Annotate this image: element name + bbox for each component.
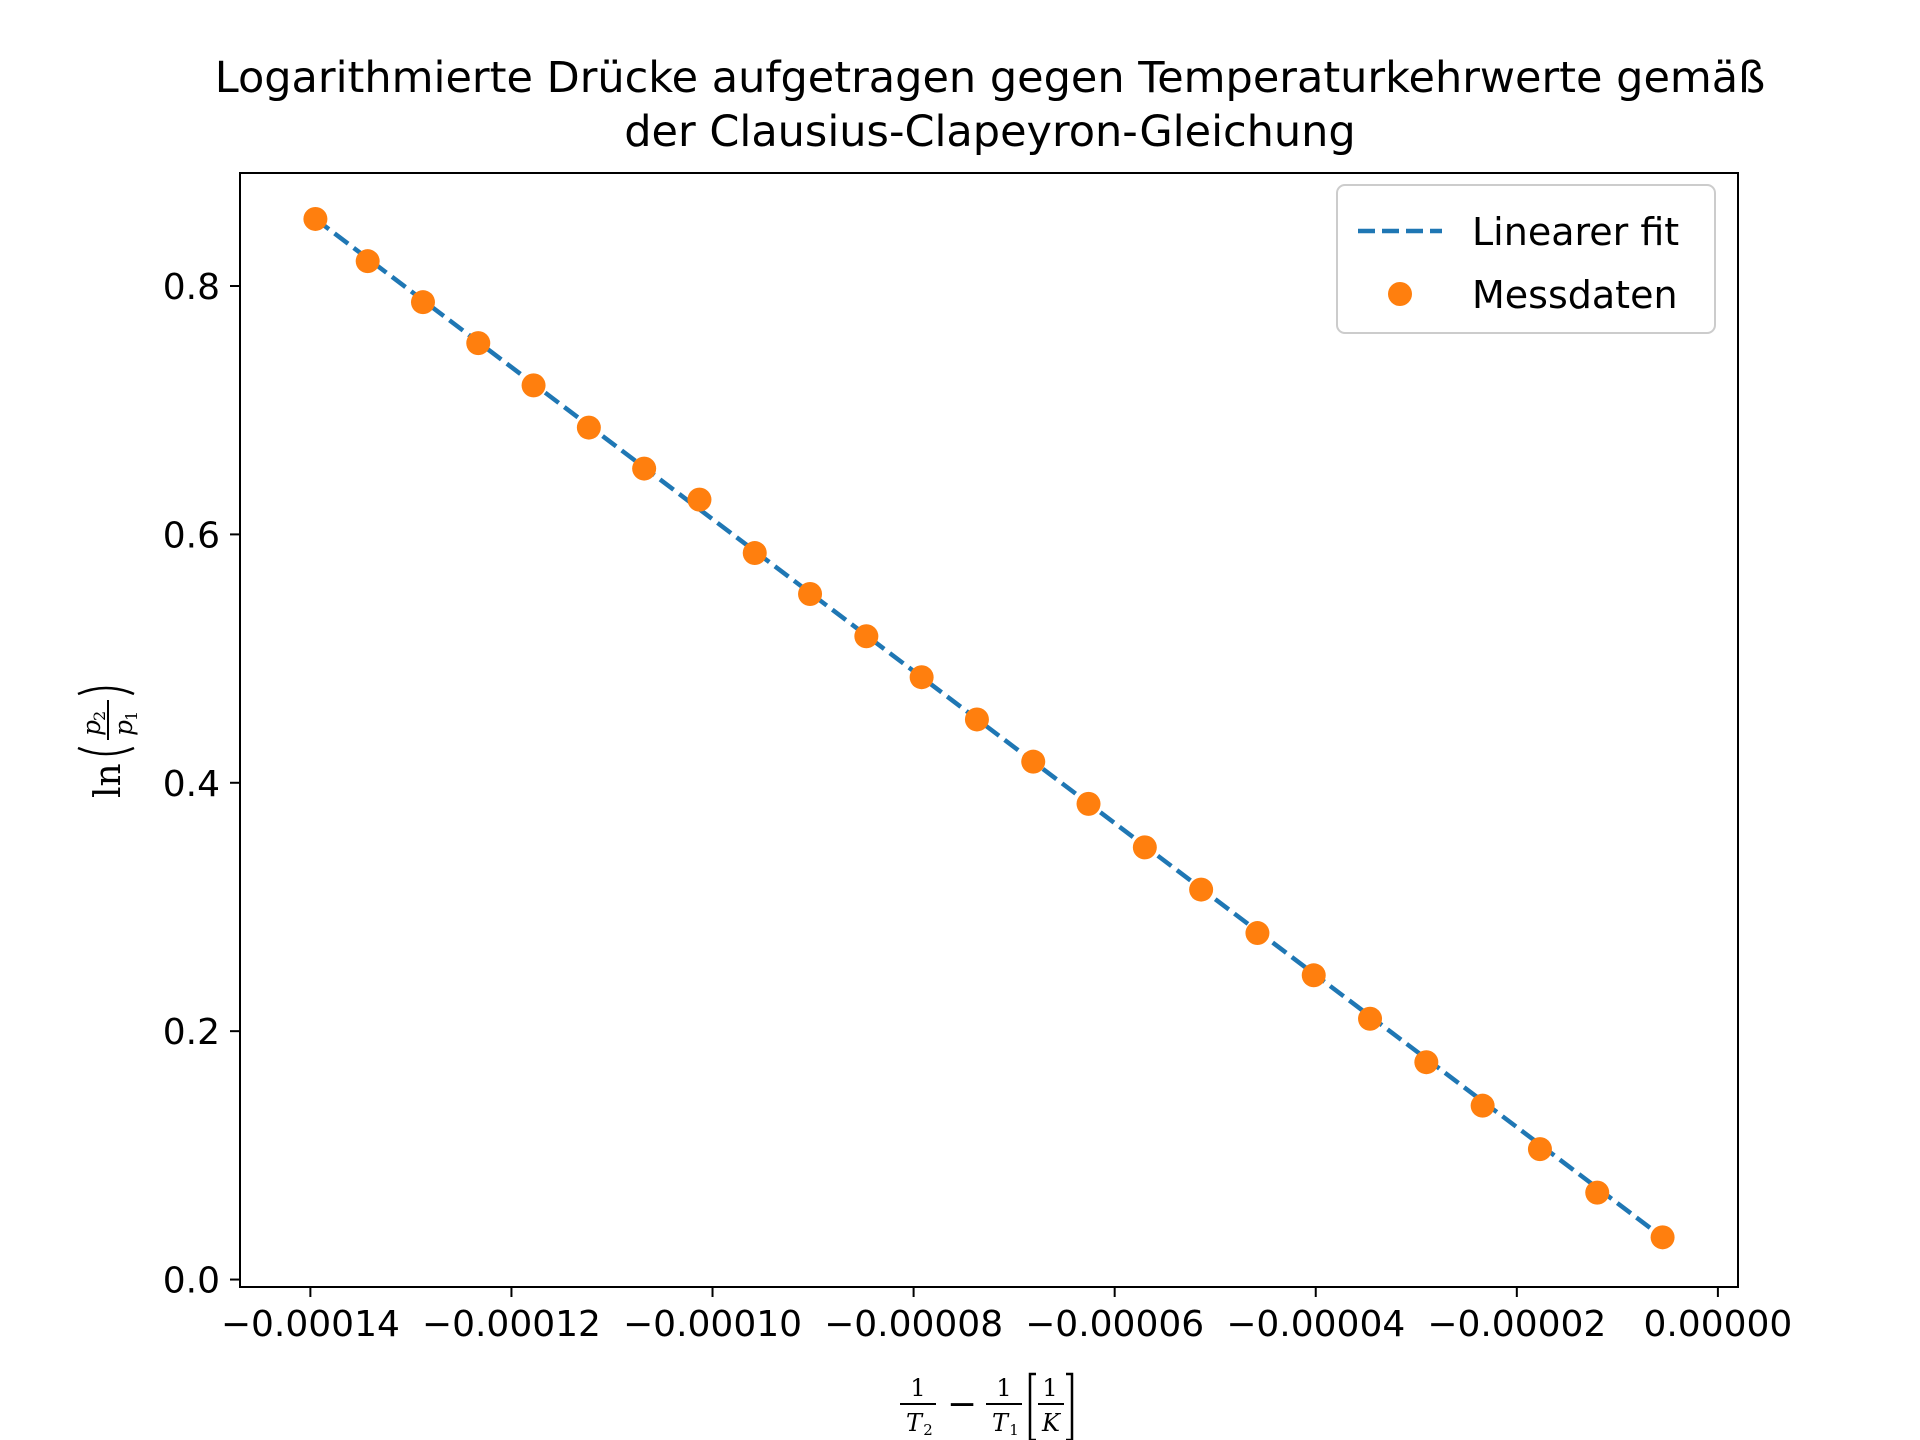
data-point bbox=[964, 707, 989, 732]
data-point bbox=[1301, 963, 1326, 988]
legend-marker-swatch bbox=[1388, 282, 1412, 306]
data-point bbox=[742, 541, 767, 566]
y-axis: 0.0 0.2 0.4 0.6 0.8 bbox=[163, 267, 240, 1302]
y-label-den-sub: 1 bbox=[122, 711, 141, 721]
data-point bbox=[466, 331, 491, 356]
data-point bbox=[1245, 921, 1270, 946]
x-tick-label: 0.00000 bbox=[1643, 1304, 1792, 1345]
data-point bbox=[410, 290, 435, 315]
plot-frame bbox=[239, 172, 1739, 1288]
data-point bbox=[303, 206, 328, 231]
data-point bbox=[1414, 1050, 1439, 1075]
data-point bbox=[1021, 749, 1046, 774]
x-label-unit-num: 1 bbox=[1042, 1374, 1057, 1402]
x-tick-label: −0.00002 bbox=[1427, 1304, 1606, 1345]
x-label-frac2-den-sub: 1 bbox=[1009, 1421, 1019, 1439]
data-point bbox=[1076, 791, 1101, 816]
x-label-unit-den: K bbox=[1041, 1409, 1062, 1437]
data-point bbox=[632, 456, 657, 481]
x-tick-label: −0.00008 bbox=[824, 1304, 1003, 1345]
y-label-paren-right bbox=[77, 686, 135, 696]
legend-label-fit: Linearer fit bbox=[1472, 210, 1679, 254]
x-tick-label: −0.00012 bbox=[422, 1304, 601, 1345]
data-point bbox=[355, 249, 380, 274]
y-axis-label: ln p 2 p 1 bbox=[77, 686, 141, 798]
fit-line bbox=[314, 217, 1664, 1240]
x-tick-label: −0.00004 bbox=[1226, 1304, 1405, 1345]
x-label-frac1-num: 1 bbox=[910, 1374, 925, 1402]
legend-label-data: Messdaten bbox=[1472, 273, 1678, 317]
data-point bbox=[576, 415, 601, 440]
y-label-paren-left bbox=[77, 746, 135, 756]
x-tick-label: −0.00010 bbox=[623, 1304, 802, 1345]
data-point bbox=[1470, 1093, 1495, 1118]
chart-title-line-2: der Clausius-Clapeyron-Gleichung bbox=[624, 107, 1355, 157]
data-point bbox=[1358, 1006, 1383, 1031]
legend-box bbox=[1336, 184, 1716, 334]
y-tick-label: 0.6 bbox=[163, 515, 220, 556]
x-axis: −0.00014 −0.00012 −0.00010 −0.00008 −0.00006… bbox=[221, 1287, 1792, 1345]
data-point bbox=[1189, 877, 1214, 902]
x-tick-label: −0.00014 bbox=[221, 1304, 400, 1345]
data-point bbox=[909, 665, 934, 690]
y-tick-label: 0.8 bbox=[163, 267, 220, 308]
y-label-fn: ln bbox=[88, 763, 129, 798]
x-label-frac1-den-sub: 2 bbox=[923, 1421, 933, 1439]
data-point bbox=[1650, 1225, 1675, 1250]
data-point bbox=[1527, 1137, 1552, 1162]
data-point bbox=[1585, 1180, 1610, 1205]
y-tick-label: 0.0 bbox=[163, 1261, 220, 1302]
x-label-bracket-right bbox=[1066, 1372, 1074, 1440]
data-point bbox=[1132, 835, 1157, 860]
chart-title-line-1: Logarithmierte Drücke aufgetragen gegen … bbox=[215, 53, 1765, 103]
x-label-bracket-left bbox=[1028, 1372, 1036, 1440]
x-label-minus: − bbox=[947, 1384, 977, 1425]
data-point bbox=[521, 373, 546, 398]
x-axis-label: 1 T 2 − 1 T 1 1 K bbox=[900, 1372, 1074, 1440]
x-label-frac2-den: T bbox=[992, 1409, 1010, 1437]
x-label-frac2-num: 1 bbox=[996, 1374, 1011, 1402]
y-label-num-sub: 2 bbox=[90, 711, 109, 721]
y-tick-label: 0.2 bbox=[163, 1012, 220, 1053]
legend: Linearer fit Messdaten bbox=[1336, 184, 1716, 334]
y-tick-label: 0.4 bbox=[163, 764, 220, 805]
x-tick-label: −0.00006 bbox=[1025, 1304, 1204, 1345]
data-point bbox=[687, 487, 712, 512]
y-label-den: p bbox=[109, 720, 138, 736]
data-point bbox=[854, 624, 879, 649]
x-label-frac1-den: T bbox=[906, 1409, 924, 1437]
y-label-num: p bbox=[77, 720, 106, 736]
series-layer bbox=[303, 206, 1675, 1250]
data-point bbox=[798, 582, 823, 607]
